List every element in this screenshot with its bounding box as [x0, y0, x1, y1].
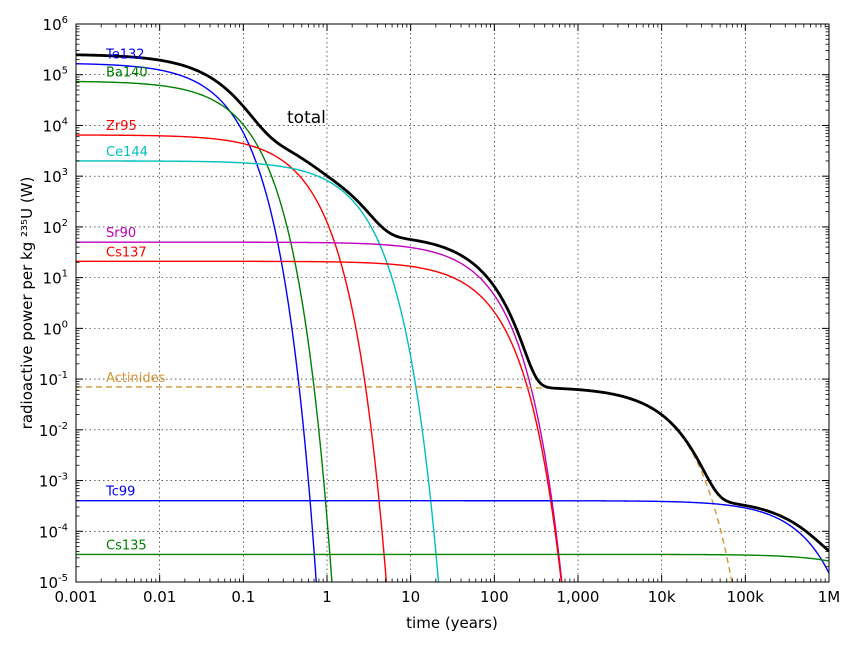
series-label-total: total	[287, 108, 326, 128]
series-line-ba140	[76, 80, 333, 582]
x-tick-label: 1	[322, 588, 332, 606]
x-tick-label: 0.001	[55, 588, 98, 606]
series-label-tc99: Tc99	[105, 485, 135, 500]
y-tick-label: 104	[43, 116, 68, 135]
x-axis-title: time (years)	[406, 614, 498, 632]
series-label-sr90: Sr90	[106, 226, 136, 241]
grid-lines	[76, 24, 829, 582]
x-tick-label: 100	[480, 588, 509, 606]
y-tick-label: 10-1	[39, 370, 68, 389]
series-label-te132: Te132	[105, 48, 145, 63]
x-tick-label: 1M	[818, 588, 841, 606]
x-tick-label: 100k	[727, 588, 765, 606]
y-tick-label: 10-5	[39, 573, 68, 592]
x-tick-label: 1,000	[557, 588, 600, 606]
y-tick-label: 105	[43, 66, 68, 85]
x-tick-label: 0.1	[231, 588, 255, 606]
y-tick-label: 10-3	[39, 472, 68, 491]
series-label-cs137: Cs137	[106, 245, 147, 260]
series-line-total	[76, 53, 829, 553]
y-tick-label: 100	[43, 319, 68, 338]
series-line-zr95	[76, 134, 388, 582]
y-tick-label: 106	[43, 15, 68, 34]
series-line-cs137	[76, 260, 563, 582]
y-axis-title: radioactive power per kg ²³⁵U (W)	[18, 177, 36, 430]
series-label-cs135: Cs135	[106, 538, 147, 553]
y-tick-label: 10-2	[39, 421, 68, 440]
plot-frame	[75, 23, 830, 583]
series-lines	[76, 53, 829, 582]
y-tick-label: 102	[43, 218, 68, 237]
axis-ticks: 0.001 0.01 0.1 1 10 100 1,000 10k 100k 1M 10-5 10-4…	[39, 15, 840, 606]
series-line-sr90	[76, 241, 563, 582]
x-tick-label: 10	[401, 588, 420, 606]
series-line-ce144	[76, 160, 440, 582]
x-tick-label: 10k	[648, 588, 676, 606]
x-tick-label: 0.01	[143, 588, 176, 606]
y-tick-label: 10-4	[39, 522, 68, 541]
y-tick-label: 103	[43, 167, 68, 186]
series-line-cs135	[76, 553, 829, 562]
series-label-ce144: Ce144	[106, 145, 148, 160]
series-line-tc99	[76, 500, 829, 574]
series-labels: Te132 Ba140 Zr95 Ce144 Sr90 Cs137 Actinides Tc9…	[105, 48, 326, 554]
series-line-te132	[76, 63, 317, 582]
series-label-zr95: Zr95	[106, 119, 137, 134]
y-tick-label: 101	[43, 269, 68, 288]
series-line-actinides	[76, 386, 733, 582]
series-label-actinides: Actinides	[106, 371, 166, 386]
series-label-ba140: Ba140	[106, 66, 148, 81]
